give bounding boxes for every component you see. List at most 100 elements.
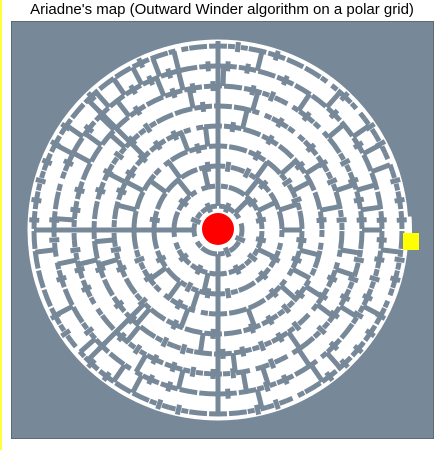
start-marker[interactable] <box>202 213 234 245</box>
ring-wall <box>178 279 188 288</box>
wall-tick <box>364 121 376 132</box>
radial-wall <box>154 77 167 98</box>
ring-wall <box>173 241 181 251</box>
ring-wall <box>188 409 208 417</box>
ring-wall <box>303 380 322 395</box>
ring-wall <box>227 43 236 50</box>
wall-tick <box>267 357 277 370</box>
ring-wall <box>134 190 146 210</box>
wall-tick <box>29 217 40 223</box>
ring-wall <box>261 362 271 370</box>
wall-tick <box>101 370 112 382</box>
radial-wall <box>250 90 261 112</box>
wall-tick <box>224 161 232 173</box>
wall-tick <box>124 168 137 179</box>
ring-wall <box>393 183 401 191</box>
ring-wall <box>297 335 316 351</box>
ring-wall <box>295 202 302 211</box>
ring-wall <box>138 348 148 357</box>
ring-wall <box>111 156 120 166</box>
ring-wall <box>179 387 198 396</box>
wall-tick <box>49 217 60 223</box>
ring-wall <box>302 312 311 322</box>
wall-tick <box>294 289 306 300</box>
ring-wall <box>309 358 319 368</box>
ring-wall <box>333 190 343 210</box>
ring-wall <box>330 183 338 192</box>
ring-wall <box>203 123 222 130</box>
wall-tick <box>179 343 188 355</box>
ring-wall <box>164 266 182 284</box>
ring-wall <box>134 292 143 302</box>
wall-tick <box>80 284 93 293</box>
wall-tick <box>376 237 387 243</box>
ring-wall <box>238 387 257 396</box>
ring-wall <box>286 57 305 70</box>
ring-wall <box>200 184 209 192</box>
ring-wall <box>398 231 405 250</box>
ring-wall <box>339 322 355 340</box>
wall-tick <box>204 287 212 299</box>
wall-tick <box>189 366 197 378</box>
ring-wall <box>228 144 248 154</box>
ring-wall <box>379 145 388 154</box>
radial-wall <box>78 336 97 354</box>
ring-wall <box>280 98 289 107</box>
radial-wall <box>309 363 325 383</box>
wall-tick <box>328 309 341 320</box>
wall-tick <box>339 293 351 303</box>
ring-wall <box>285 395 294 404</box>
ring-wall <box>238 229 245 238</box>
wall-tick <box>336 217 347 223</box>
wall-tick <box>280 74 290 87</box>
wall-tick <box>396 217 407 223</box>
ring-wall <box>349 101 359 111</box>
wall-tick <box>137 152 149 164</box>
wall-tick <box>74 186 86 195</box>
ring-wall <box>351 268 359 278</box>
wall-tick <box>272 50 281 62</box>
goal-marker[interactable] <box>403 233 419 250</box>
radial-wall <box>94 237 115 245</box>
ring-wall <box>240 44 249 51</box>
wall-tick <box>255 236 267 244</box>
wall-tick <box>146 373 156 386</box>
ring-wall <box>228 306 248 316</box>
ring-wall <box>188 43 208 51</box>
wall-tick <box>268 287 279 299</box>
wall-tick <box>204 161 212 173</box>
radial-wall <box>134 306 152 326</box>
wall-tick <box>178 252 190 263</box>
ring-wall <box>198 390 217 397</box>
radial-wall <box>77 257 99 267</box>
ring-wall <box>276 242 284 251</box>
radial-wall <box>233 197 251 215</box>
wall-tick <box>60 328 72 339</box>
radial-wall <box>324 90 342 109</box>
wall-tick <box>70 246 81 254</box>
ring-wall <box>265 159 283 176</box>
ring-wall <box>297 317 306 327</box>
radial-wall <box>324 351 342 370</box>
wall-tick <box>257 340 267 352</box>
maze-walls <box>22 34 414 426</box>
ring-wall <box>312 191 323 210</box>
ring-wall <box>223 328 243 337</box>
ring-wall <box>131 210 139 230</box>
ring-wall <box>256 385 265 392</box>
ring-wall <box>276 308 286 317</box>
ring-wall <box>80 321 90 331</box>
ring-wall <box>356 249 364 258</box>
wall-tick <box>102 167 114 177</box>
wall-tick <box>128 84 138 96</box>
wall-tick <box>255 216 267 224</box>
ring-wall <box>358 231 365 250</box>
ring-wall <box>268 380 278 389</box>
ring-wall <box>153 284 162 293</box>
wall-tick <box>347 176 359 185</box>
ring-wall <box>77 349 87 359</box>
wall-tick <box>353 256 365 264</box>
wall-tick <box>280 373 290 386</box>
ring-wall <box>187 306 196 314</box>
